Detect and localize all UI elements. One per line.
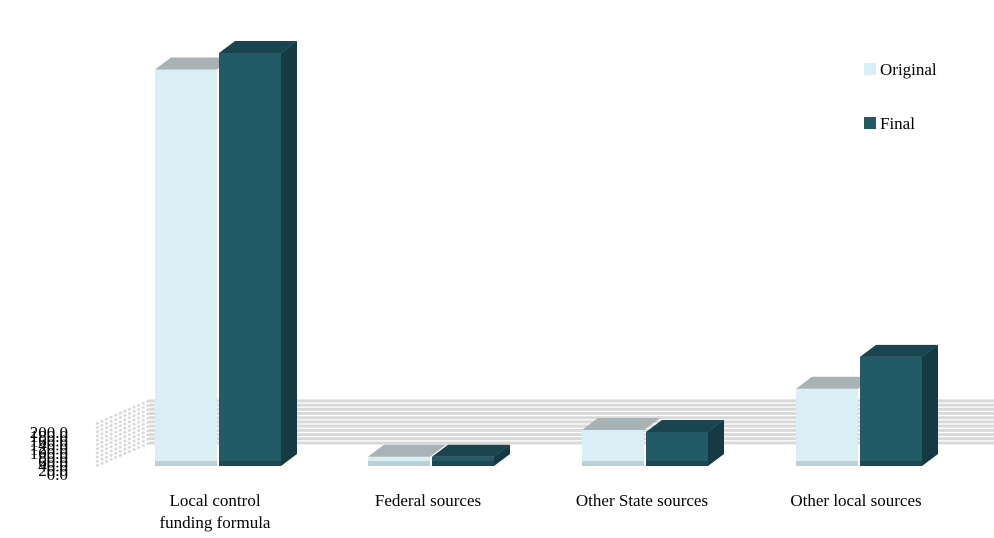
bar-base: [219, 461, 281, 466]
gridline-wall: [95, 424, 150, 451]
y-tick-label: 200.0: [30, 423, 68, 442]
bar-side: [281, 40, 297, 466]
bar-front: [860, 356, 922, 466]
bar-base: [432, 461, 494, 466]
bar-top: [155, 57, 233, 70]
category-label: funding formula: [160, 513, 271, 532]
bar-base: [582, 461, 644, 466]
bar-top: [646, 420, 724, 433]
bar-final: [646, 420, 724, 466]
gridline-wall: [95, 403, 150, 430]
y-tick-label: 60.0: [38, 452, 68, 471]
gridline-wall: [95, 412, 150, 438]
x-axis-category-labels: Local control funding formula Federal sour…: [160, 491, 922, 532]
y-tick-label: 40.0: [38, 457, 68, 476]
bar-final: [432, 444, 510, 466]
y-tick-label: 100.0: [30, 444, 68, 463]
legend-label-final: Final: [880, 114, 915, 133]
gridline-wall: [95, 408, 150, 434]
legend-swatch-original: [864, 63, 876, 75]
category-label: Federal sources: [375, 491, 481, 510]
y-tick-label: 160.0: [30, 431, 68, 450]
bar-top: [432, 444, 510, 457]
category-label: Other local sources: [790, 491, 921, 510]
bar-top: [582, 417, 660, 430]
bar-final: [219, 40, 297, 466]
bar-base: [646, 461, 708, 466]
bar-top: [368, 444, 446, 457]
gridline-wall: [95, 420, 150, 447]
y-tick-label: 140.0: [30, 435, 68, 454]
gridline-wall: [95, 399, 150, 425]
bar-front: [155, 69, 217, 466]
bar-base: [796, 461, 858, 466]
y-tick-label: 80.0: [38, 448, 68, 467]
bar-top: [860, 344, 938, 357]
bar-original: [368, 444, 446, 466]
bar-base: [860, 461, 922, 466]
bar-base: [155, 461, 217, 466]
gridline-wall: [95, 441, 150, 468]
bar-top: [219, 40, 297, 53]
bar-side: [708, 420, 724, 466]
bar-base: [368, 461, 430, 466]
gridline-wall: [95, 433, 150, 459]
y-axis-tick-labels: 0.020.040.060.080.0100.0120.0140.0160.01…: [30, 423, 68, 484]
legend-swatch-final: [864, 117, 876, 129]
bar-top: [796, 376, 874, 389]
gridline-wall: [95, 437, 150, 463]
bar-side: [494, 444, 510, 466]
bars: [155, 40, 938, 466]
y-tick-label: 180.0: [30, 427, 68, 446]
bar-original: [155, 57, 233, 466]
gridline-wall: [95, 416, 150, 442]
legend-label-original: Original: [880, 60, 937, 79]
legend: Original Final: [864, 60, 937, 133]
category-label: Other State sources: [576, 491, 708, 510]
bar-side: [922, 344, 938, 466]
bar-final: [860, 344, 938, 466]
bar-front: [582, 429, 644, 466]
y-tick-label: 20.0: [38, 461, 68, 480]
y-tick-label: 120.0: [30, 440, 68, 459]
category-label: Local control: [169, 491, 260, 510]
bar-original: [582, 417, 660, 466]
bar-front: [219, 52, 281, 466]
bar-front: [796, 388, 858, 466]
gridline-wall: [95, 429, 150, 455]
y-tick-label: 0.0: [47, 465, 68, 484]
bar-front: [646, 432, 708, 466]
bar-original: [796, 376, 874, 466]
